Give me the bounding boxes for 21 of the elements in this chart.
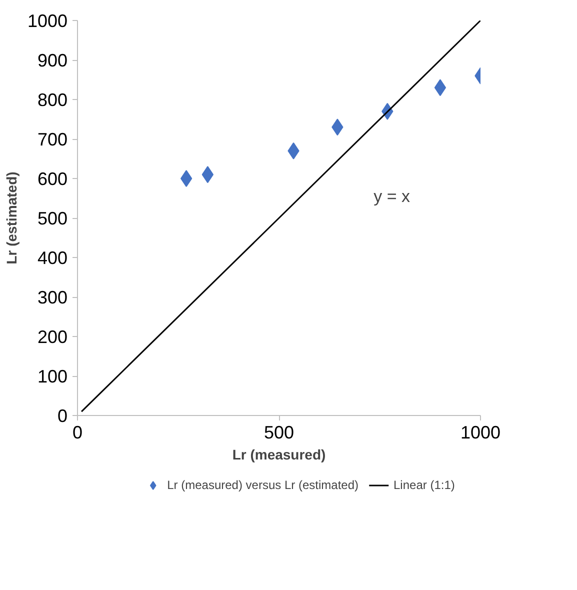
y-axis-title: Lr (estimated) bbox=[3, 172, 20, 264]
y-tick-label: 800 bbox=[37, 90, 68, 110]
y-tick-label: 400 bbox=[37, 248, 68, 268]
point bbox=[434, 79, 446, 96]
x-axis-title: Lr (measured) bbox=[232, 446, 326, 462]
y-tick-label: 1000 bbox=[27, 11, 68, 31]
x-tick-label: 0 bbox=[72, 422, 83, 442]
y-tick-label: 100 bbox=[37, 366, 68, 386]
y-tick-label: 0 bbox=[57, 406, 68, 426]
annotation: y = x bbox=[374, 187, 411, 206]
point bbox=[180, 170, 192, 187]
x-tick-label: 1000 bbox=[460, 422, 501, 442]
y-tick-label: 900 bbox=[37, 50, 68, 70]
y-tick-label: 700 bbox=[37, 130, 68, 150]
y-tick-label: 300 bbox=[37, 288, 68, 308]
y-tick-label: 500 bbox=[37, 208, 68, 228]
y-tick-label: 600 bbox=[37, 169, 68, 189]
legend-label: Lr (measured) versus Lr (estimated) bbox=[167, 478, 359, 492]
legend-label: Linear (1:1) bbox=[394, 478, 455, 492]
y-tick-label: 200 bbox=[37, 327, 68, 347]
x-tick-label: 500 bbox=[264, 422, 294, 442]
